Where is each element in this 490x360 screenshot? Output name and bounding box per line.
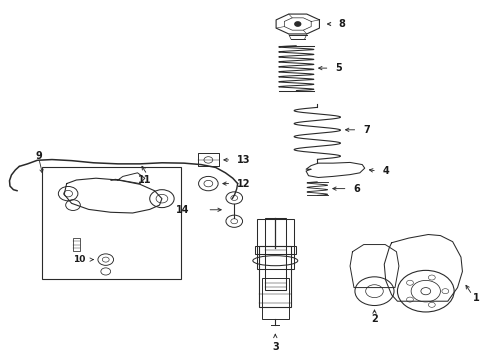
Bar xyxy=(42,167,181,279)
Text: 10: 10 xyxy=(73,255,85,264)
Bar xyxy=(259,246,292,307)
Text: 2: 2 xyxy=(371,314,378,324)
Text: 3: 3 xyxy=(272,342,279,352)
Text: 7: 7 xyxy=(363,125,370,135)
Text: 14: 14 xyxy=(175,205,189,215)
Text: 12: 12 xyxy=(237,179,251,189)
Text: 4: 4 xyxy=(383,166,390,176)
Bar xyxy=(257,219,294,269)
Text: 6: 6 xyxy=(353,184,360,194)
Circle shape xyxy=(295,22,301,26)
Text: 13: 13 xyxy=(237,155,251,165)
Text: 9: 9 xyxy=(36,150,43,161)
Text: 5: 5 xyxy=(335,63,342,73)
Text: 1: 1 xyxy=(473,293,480,303)
Bar xyxy=(265,218,286,290)
Bar xyxy=(197,153,219,166)
Bar xyxy=(73,238,80,251)
Text: 8: 8 xyxy=(339,19,345,29)
Text: 11: 11 xyxy=(138,175,151,185)
Bar xyxy=(262,278,289,319)
Bar xyxy=(255,246,296,254)
